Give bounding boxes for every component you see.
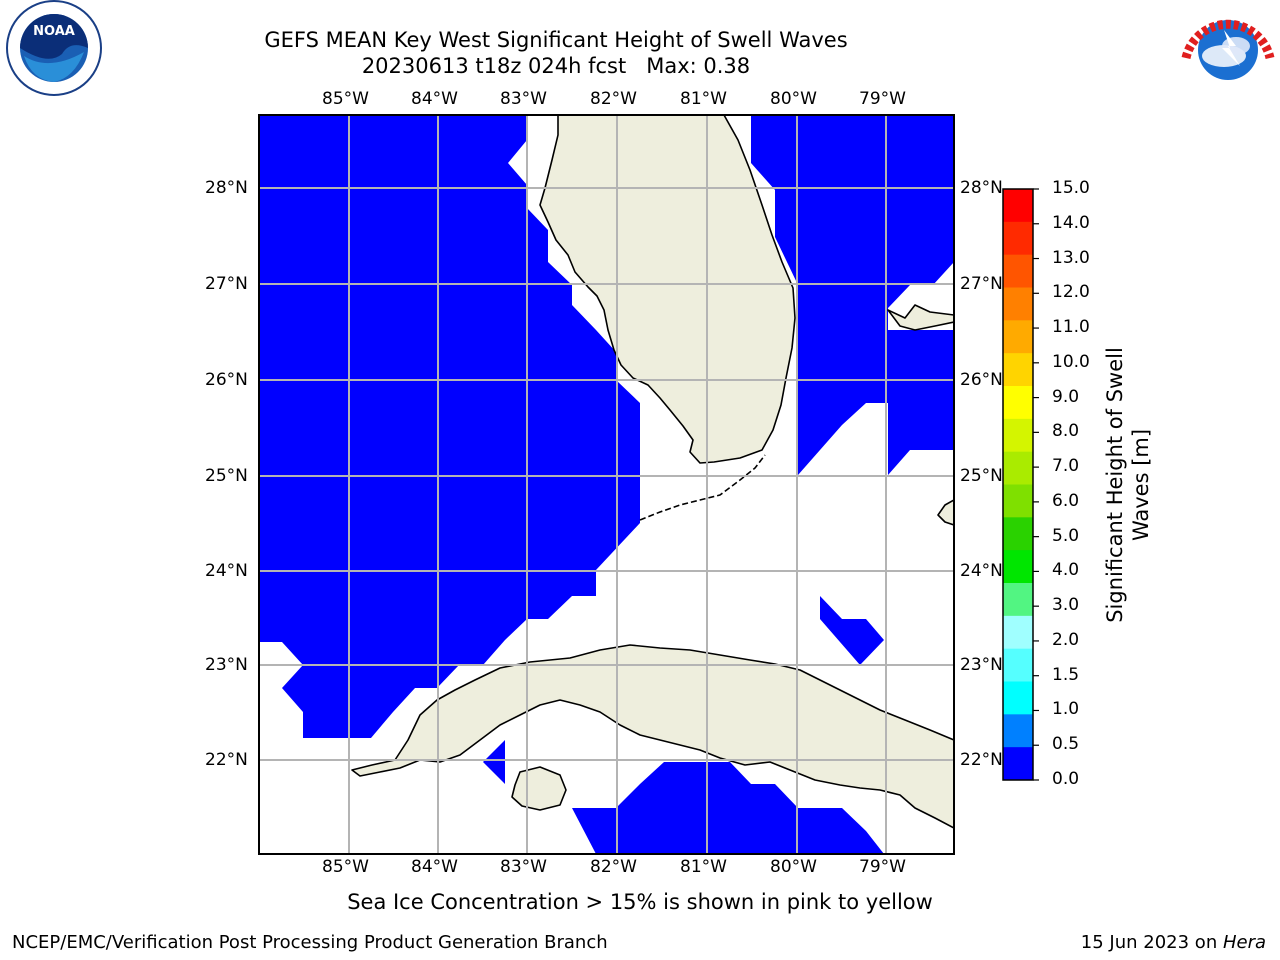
land-florida <box>539 115 796 464</box>
colorbar-segment <box>1003 747 1033 781</box>
colorbar-segment <box>1003 254 1033 288</box>
colorbar <box>1002 188 1039 781</box>
title-line-2: 20230613 t18z 024h fcst Max: 0.38 <box>361 54 751 78</box>
noaa-logo: NOAA <box>4 0 104 100</box>
lon-label-bottom-84w: 84°W <box>411 857 458 877</box>
colorbar-segment <box>1003 353 1033 387</box>
land-grand-bahama <box>887 304 954 331</box>
colorbar-segment <box>1003 320 1033 354</box>
wave-region-gulf <box>259 115 640 738</box>
graticule <box>259 115 954 854</box>
lat-label-right-23n: 23°N <box>960 655 1003 675</box>
colorbar-label-line-2: Waves [m] <box>1129 428 1153 542</box>
colorbar-tick-label: 6.0 <box>1052 490 1080 511</box>
colorbar-segment <box>1003 451 1033 485</box>
lon-label-top-85w: 85°W <box>322 89 369 109</box>
footer-branch: NCEP/EMC/Verification Post Processing Pr… <box>12 932 608 953</box>
lat-label-right-28n: 28°N <box>960 178 1003 198</box>
colorbar-tick-label: 15.0 <box>1052 178 1090 198</box>
lat-label-left-22n: 22°N <box>205 750 248 770</box>
wave-field <box>259 115 954 854</box>
lon-label-bottom-80w: 80°W <box>770 857 817 877</box>
lon-label-top-80w: 80°W <box>770 89 817 109</box>
colorbar-segment <box>1003 681 1033 715</box>
svg-text:NOAA: NOAA <box>33 24 75 39</box>
footer-date-text: 15 Jun 2023 on <box>1080 932 1223 953</box>
lat-label-right-25n: 25°N <box>960 466 1003 486</box>
title-line-1: GEFS MEAN Key West Significant Height of… <box>264 28 848 52</box>
colorbar-tick-label: 1.5 <box>1052 664 1080 685</box>
colorbar-segment <box>1003 615 1033 650</box>
lon-label-top-79w: 79°W <box>859 89 906 109</box>
colorbar-frame <box>1002 188 1034 781</box>
colorbar-tick-label: 2.0 <box>1052 629 1080 650</box>
lon-label-bottom-85w: 85°W <box>322 857 369 877</box>
colorbar-tick-label: 13.0 <box>1052 247 1090 268</box>
map-frame <box>258 114 955 855</box>
lat-label-right-27n: 27°N <box>960 274 1003 294</box>
colorbar-tick-label: 14.0 <box>1052 212 1090 233</box>
lat-label-left-23n: 23°N <box>205 655 248 675</box>
colorbar-tick-label: 12.0 <box>1052 282 1090 303</box>
colorbar-segment <box>1003 583 1033 617</box>
colorbar-segment <box>1003 189 1033 223</box>
lon-label-bottom-82w: 82°W <box>590 857 637 877</box>
land-andros <box>937 499 954 526</box>
lon-label-top-84w: 84°W <box>411 89 458 109</box>
colorbar-tick-label: 11.0 <box>1052 317 1090 338</box>
lon-label-bottom-81w: 81°W <box>680 857 727 877</box>
lat-label-right-22n: 22°N <box>960 750 1003 770</box>
colorbar-segment <box>1003 517 1033 551</box>
land-florida-keys <box>639 454 766 521</box>
colorbar-tick-label: 7.0 <box>1052 456 1080 477</box>
colorbar-tick-label: 0.5 <box>1052 734 1080 755</box>
lat-label-left-24n: 24°N <box>205 561 248 581</box>
colorbar-tick-label: 3.0 <box>1052 595 1080 616</box>
nws-logo <box>1178 0 1278 100</box>
lon-label-top-82w: 82°W <box>590 89 637 109</box>
colorbar-segment <box>1003 648 1033 682</box>
colorbar-tick-label: 5.0 <box>1052 525 1080 546</box>
colorbar-tick-label: 0.0 <box>1052 769 1080 789</box>
colorbar-segment <box>1003 418 1033 453</box>
colorbar-tick-label: 8.0 <box>1052 421 1080 442</box>
wave-region-patch <box>820 596 884 665</box>
colorbar-label-line-1: Significant Height of Swell <box>1103 347 1127 623</box>
lat-label-left-27n: 27°N <box>205 274 248 294</box>
lat-label-right-26n: 26°N <box>960 370 1003 390</box>
colorbar-tick-label: 4.0 <box>1052 560 1080 581</box>
lon-label-top-81w: 81°W <box>680 89 727 109</box>
lon-label-bottom-83w: 83°W <box>500 857 547 877</box>
colorbar-segment <box>1003 287 1033 321</box>
footer-host: Hera <box>1222 932 1266 953</box>
chart-title: GEFS MEAN Key West Significant Height of… <box>206 27 906 79</box>
wave-region-atlantic <box>751 115 954 475</box>
land-isle-of-youth <box>511 766 567 811</box>
sea-ice-note: Sea Ice Concentration > 15% is shown in … <box>347 890 933 914</box>
colorbar-segment <box>1003 386 1033 420</box>
wave-region-caribbean <box>572 762 884 854</box>
wave-region-small <box>483 740 505 784</box>
colorbar-segment <box>1003 714 1033 748</box>
lat-label-right-24n: 24°N <box>960 561 1003 581</box>
lat-label-left-28n: 28°N <box>205 178 248 198</box>
footer-date: 15 Jun 2023 on Hera <box>1081 932 1266 953</box>
colorbar-label: Significant Height of Swell Waves [m] <box>1102 347 1154 623</box>
colorbar-tick-label: 10.0 <box>1052 351 1090 372</box>
lat-label-left-26n: 26°N <box>205 370 248 390</box>
lon-label-bottom-79w: 79°W <box>859 857 906 877</box>
colorbar-segment <box>1003 484 1033 518</box>
colorbar-tick-label: 1.0 <box>1052 699 1080 720</box>
colorbar-segment <box>1003 550 1033 584</box>
colorbar-tick-label: 9.0 <box>1052 386 1080 407</box>
colorbar-segment <box>1003 221 1033 256</box>
lat-label-left-25n: 25°N <box>205 466 248 486</box>
lon-label-top-83w: 83°W <box>500 89 547 109</box>
